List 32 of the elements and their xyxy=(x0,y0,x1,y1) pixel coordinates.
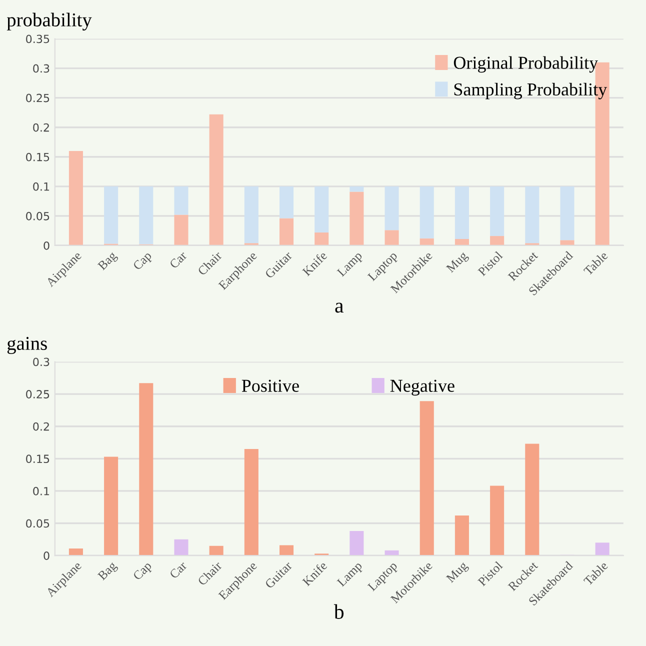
y-axis-title: probability xyxy=(6,12,92,30)
y-axis-title: gains xyxy=(7,336,47,354)
text: b xyxy=(334,604,344,619)
x-tick-label: Table xyxy=(582,250,608,276)
x-tick-label: Bag xyxy=(97,250,119,272)
y-tick-label: 0.25 xyxy=(26,390,50,398)
y-tick-label: 0.25 xyxy=(26,94,50,102)
y-tick-label: 0.2 xyxy=(33,123,49,132)
y-tick-label: 0 xyxy=(44,552,50,560)
y-tick-label: 0.15 xyxy=(26,152,50,162)
y-tick-label: 0.1 xyxy=(33,182,50,191)
y-tick-label: 0.3 xyxy=(33,64,50,73)
y-tick-label: 0.35 xyxy=(26,34,50,44)
x-tick-label: Mug xyxy=(446,250,470,275)
legend-label: Original Probability xyxy=(454,56,598,73)
x-tick-label: Car xyxy=(169,560,188,580)
y-tick-label: 0.05 xyxy=(26,519,50,528)
x-tick-label: Bag xyxy=(97,560,119,582)
y-tick-label: 0.2 xyxy=(33,422,49,431)
text: a xyxy=(335,302,344,313)
y-tick-label: 0.1 xyxy=(33,486,50,496)
y-tick-label: 0 xyxy=(44,241,50,250)
y-tick-label: 0.15 xyxy=(26,454,50,464)
legend-label: Positive xyxy=(242,380,299,392)
y-tick-label: 0.05 xyxy=(26,212,50,220)
x-tick-label: Cap xyxy=(132,561,154,582)
x-tick-label: Cap xyxy=(132,250,154,272)
x-tick-label: Mug xyxy=(446,560,470,585)
y-tick-label: 0.3 xyxy=(33,358,50,366)
legend-label: Negative xyxy=(390,380,454,396)
x-tick-label: Car xyxy=(169,250,188,269)
legend-label: Sampling Probability xyxy=(454,82,608,100)
